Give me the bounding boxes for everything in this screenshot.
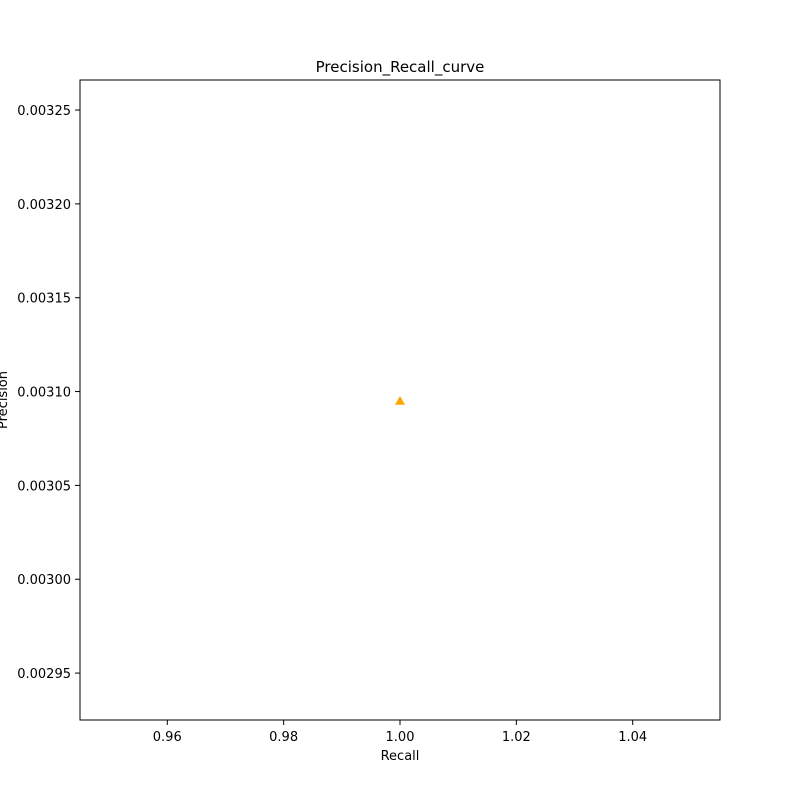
y-tick-label: 0.00305 — [17, 479, 71, 494]
y-tick-label: 0.00315 — [17, 292, 71, 307]
x-tick-label: 1.04 — [618, 730, 647, 745]
y-tick-label: 0.00300 — [17, 573, 71, 588]
chart-title: Precision_Recall_curve — [316, 58, 485, 77]
y-tick-label: 0.00310 — [17, 386, 71, 401]
x-tick-label: 1.00 — [386, 730, 415, 745]
x-tick-label: 0.98 — [269, 730, 298, 745]
y-tick-label: 0.00295 — [17, 667, 71, 682]
data-points — [395, 395, 405, 405]
x-axis-title: Recall — [381, 749, 420, 764]
y-axis-title: Precision — [0, 371, 11, 429]
x-tick-label: 0.96 — [153, 730, 182, 745]
y-axis-ticks: 0.00295 0.00300 0.00305 0.00310 0.00315 0.003… — [17, 104, 80, 682]
x-tick-label: 1.02 — [502, 730, 531, 745]
y-tick-label: 0.00325 — [17, 104, 71, 119]
x-axis-ticks: 0.96 0.98 1.00 1.02 1.04 — [153, 720, 647, 745]
data-point-triangle — [395, 395, 405, 405]
y-tick-label: 0.00320 — [17, 198, 71, 213]
